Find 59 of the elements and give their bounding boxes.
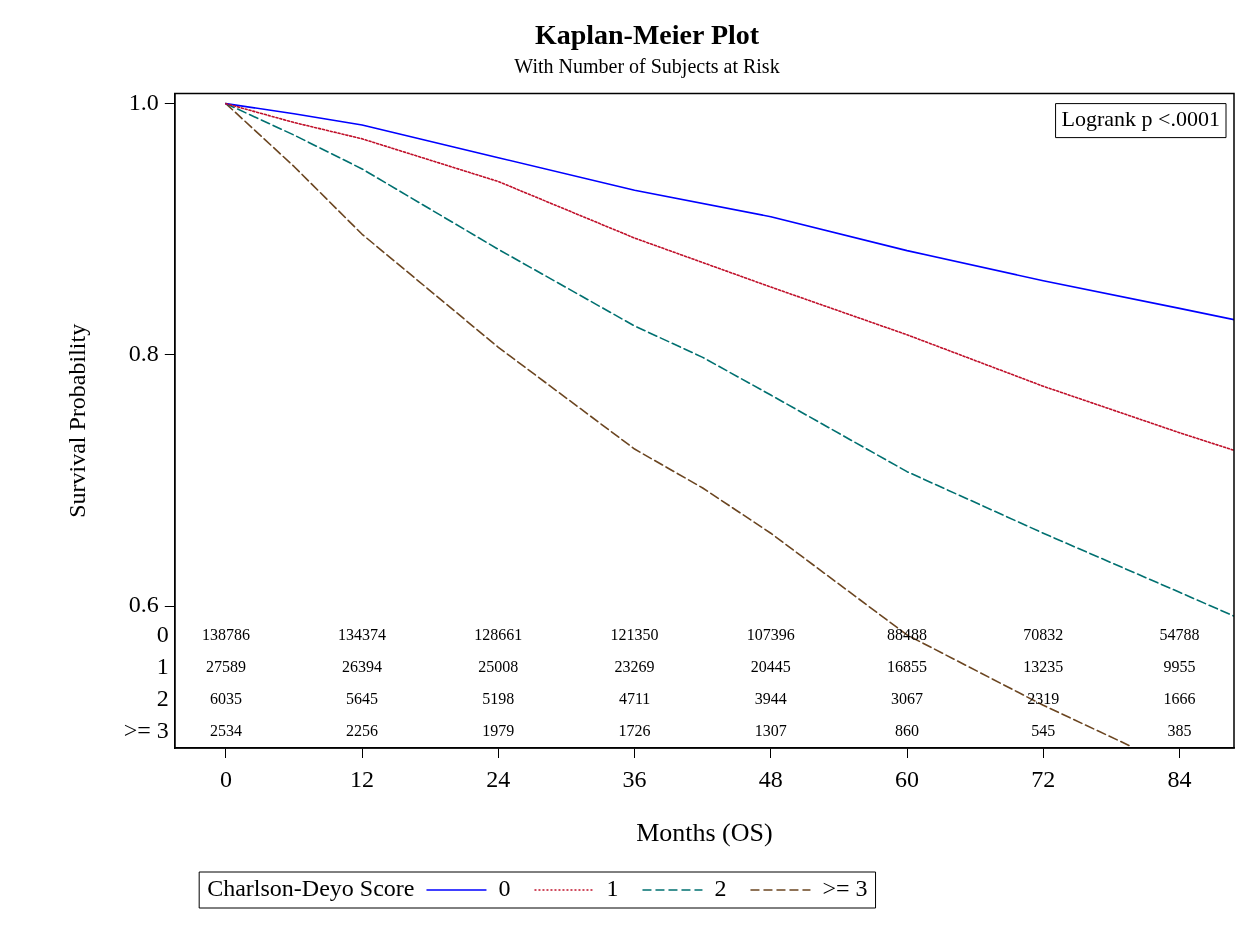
- text: 0: [156, 621, 169, 648]
- x-tick-label: 72: [1031, 765, 1056, 792]
- annotation: 2256: [346, 722, 379, 740]
- annotation: 5645: [346, 690, 379, 708]
- annotation: 3944: [754, 690, 787, 708]
- annotation: 26394: [342, 658, 383, 676]
- text: 2: [156, 685, 169, 712]
- x-tick-label: 36: [622, 765, 647, 792]
- x-tick-label: 24: [486, 765, 511, 792]
- y-tick-label: 1.0: [128, 88, 159, 115]
- legend-label: 2: [714, 875, 727, 902]
- annotation: 4711: [618, 690, 651, 708]
- chart-title: Kaplan-Meier Plot: [534, 19, 760, 51]
- legend-label: 0: [498, 875, 511, 902]
- annotation: 1666: [1163, 690, 1196, 708]
- x-tick-label: 0: [219, 765, 232, 792]
- annotation: 128661: [474, 626, 523, 644]
- x-axis-title: Months (OS): [636, 818, 773, 848]
- legend-label: 1: [606, 875, 619, 902]
- annotation: 134374: [338, 626, 387, 644]
- annotation: 138786: [201, 626, 250, 644]
- annotation: 23269: [614, 658, 655, 676]
- annotation: 545: [1031, 722, 1056, 740]
- annotation: 1726: [618, 722, 651, 740]
- text: 1: [156, 653, 169, 680]
- annotation: 1307: [754, 722, 787, 740]
- x-tick-label: 48: [758, 765, 783, 792]
- line-series: [225, 102, 1234, 452]
- annotation: 1979: [482, 722, 515, 740]
- legend-title: Charlson-Deyo Score: [207, 875, 415, 902]
- annotation: 54788: [1159, 626, 1200, 644]
- y-tick-label: 0.6: [128, 591, 159, 618]
- annotation: 27589: [205, 658, 246, 676]
- annotation: 70832: [1023, 626, 1064, 644]
- annotation: 121350: [610, 626, 659, 644]
- annotation: 385: [1167, 722, 1192, 740]
- annotation: 88488: [887, 626, 928, 644]
- x-tick-label: 84: [1167, 765, 1192, 792]
- annotation: 16855: [887, 658, 928, 676]
- annotation: 3067: [891, 690, 924, 708]
- annotation: 13235: [1023, 658, 1064, 676]
- text: >= 3: [123, 717, 169, 744]
- annotation: 2534: [209, 722, 242, 740]
- y-tick-label: 0.8: [128, 340, 159, 367]
- annotation: 2319: [1027, 690, 1060, 708]
- annotation: 6035: [209, 690, 242, 708]
- x-tick-label: 60: [895, 765, 920, 792]
- legend-label: >= 3: [822, 875, 868, 902]
- annotation: 9955: [1163, 658, 1196, 676]
- annotation: 5198: [482, 690, 515, 708]
- annotation: 25008: [478, 658, 519, 676]
- annotation: 20445: [750, 658, 791, 676]
- line-series: [225, 102, 1234, 617]
- chart-subtitle: With Number of Subjects at Risk: [514, 54, 780, 78]
- x-tick-label: 12: [350, 765, 375, 792]
- y-axis-title: Survival Probability: [63, 323, 90, 518]
- annotation: Logrank p <.0001: [1061, 106, 1220, 132]
- annotation: 860: [895, 722, 920, 740]
- annotation: 107396: [746, 626, 795, 644]
